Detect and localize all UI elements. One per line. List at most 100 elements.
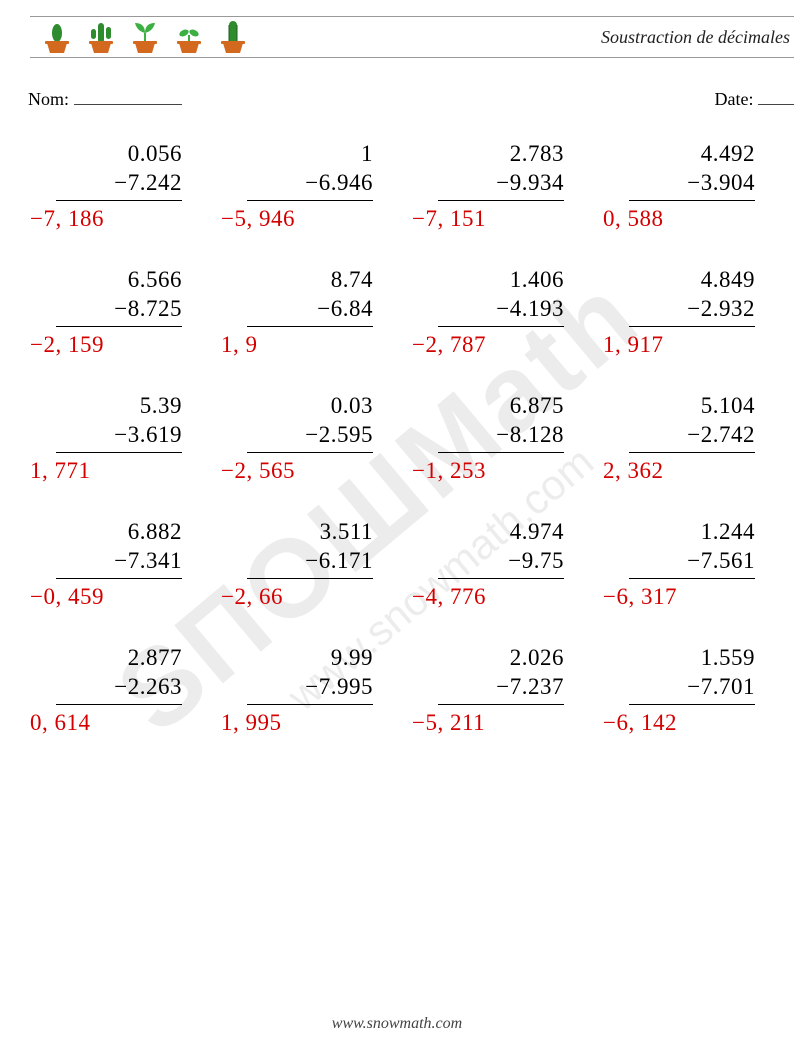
subtrahend: −8.725 <box>56 295 182 324</box>
answer: −7, 186 <box>30 205 200 233</box>
subtrahend: −2.263 <box>56 673 182 702</box>
problem-rule <box>438 704 564 705</box>
answer: −4, 776 <box>412 583 582 611</box>
problem: 1 −6.946 −5, 946 <box>221 140 391 232</box>
problem-rule <box>56 452 182 453</box>
minuend: 2.783 <box>438 140 564 169</box>
problem-rule <box>247 578 373 579</box>
subtrahend: −7.242 <box>56 169 182 198</box>
sprout-pot-icon <box>172 19 206 55</box>
problem: 5.104 −2.742 2, 362 <box>603 392 773 484</box>
subtrahend: −7.237 <box>438 673 564 702</box>
answer: −2, 787 <box>412 331 582 359</box>
problem: 2.877 −2.263 0, 614 <box>30 644 200 736</box>
problem: 1.406 −4.193 −2, 787 <box>412 266 582 358</box>
cactus-arms-pot-icon <box>84 19 118 55</box>
minuend: 0.056 <box>56 140 182 169</box>
answer: −0, 459 <box>30 583 200 611</box>
subtrahend: −7.561 <box>629 547 755 576</box>
minuend: 5.39 <box>56 392 182 421</box>
answer: 1, 917 <box>603 331 773 359</box>
name-field: Nom: <box>28 86 182 110</box>
tall-cactus-pot-icon <box>216 19 250 55</box>
problem: 9.99 −7.995 1, 995 <box>221 644 391 736</box>
minuend: 1.406 <box>438 266 564 295</box>
minuend: 1.244 <box>629 518 755 547</box>
answer: −5, 946 <box>221 205 391 233</box>
problem: 8.74 −6.84 1, 9 <box>221 266 391 358</box>
answer: −6, 317 <box>603 583 773 611</box>
problem-rule <box>56 578 182 579</box>
problem: 4.849 −2.932 1, 917 <box>603 266 773 358</box>
name-date-row: Nom: Date: <box>28 86 794 110</box>
answer: 1, 995 <box>221 709 391 737</box>
problem-rule <box>629 452 755 453</box>
footer: www.snowmath.com <box>0 1015 794 1033</box>
subtrahend: −9.934 <box>438 169 564 198</box>
subtrahend: −9.75 <box>438 547 564 576</box>
answer: −5, 211 <box>412 709 582 737</box>
problem-rule <box>56 200 182 201</box>
problem-rule <box>247 200 373 201</box>
problem-rule <box>56 326 182 327</box>
subtrahend: −3.904 <box>629 169 755 198</box>
subtrahend: −6.84 <box>247 295 373 324</box>
minuend: 0.03 <box>247 392 373 421</box>
answer: −2, 66 <box>221 583 391 611</box>
problem: 6.566 −8.725 −2, 159 <box>30 266 200 358</box>
problem-rule <box>629 200 755 201</box>
problem: 1.244 −7.561 −6, 317 <box>603 518 773 610</box>
minuend: 1 <box>247 140 373 169</box>
problem-rule <box>629 326 755 327</box>
subtrahend: −6.946 <box>247 169 373 198</box>
problem: 2.026 −7.237 −5, 211 <box>412 644 582 736</box>
subtrahend: −7.341 <box>56 547 182 576</box>
problem-rule <box>438 200 564 201</box>
problem: 6.875 −8.128 −1, 253 <box>412 392 582 484</box>
date-field: Date: <box>715 86 794 110</box>
answer: 0, 588 <box>603 205 773 233</box>
problems-grid: 0.056 −7.242 −7, 186 1 −6.946 −5, 946 2.… <box>30 140 790 736</box>
problem-rule <box>247 704 373 705</box>
date-blank[interactable] <box>758 86 794 105</box>
seedling-pot-icon <box>128 19 162 55</box>
minuend: 5.104 <box>629 392 755 421</box>
minuend: 2.877 <box>56 644 182 673</box>
name-blank[interactable] <box>74 86 182 105</box>
answer: −1, 253 <box>412 457 582 485</box>
problem-rule <box>56 704 182 705</box>
problem: 1.559 −7.701 −6, 142 <box>603 644 773 736</box>
problem-rule <box>438 326 564 327</box>
problem: 2.783 −9.934 −7, 151 <box>412 140 582 232</box>
answer: 2, 362 <box>603 457 773 485</box>
problem: 6.882 −7.341 −0, 459 <box>30 518 200 610</box>
problem-rule <box>629 704 755 705</box>
minuend: 4.849 <box>629 266 755 295</box>
problem: 3.511 −6.171 −2, 66 <box>221 518 391 610</box>
answer: 1, 9 <box>221 331 391 359</box>
problem-rule <box>247 326 373 327</box>
problem: 5.39 −3.619 1, 771 <box>30 392 200 484</box>
date-label: Date: <box>715 89 754 109</box>
subtrahend: −8.128 <box>438 421 564 450</box>
subtrahend: −2.932 <box>629 295 755 324</box>
problem: 0.03 −2.595 −2, 565 <box>221 392 391 484</box>
problem-rule <box>438 578 564 579</box>
problem-rule <box>629 578 755 579</box>
worksheet-page: SΠOШMath www.snowmath.com Soustraction d… <box>0 0 794 1053</box>
worksheet-title: Soustraction de décimales <box>601 27 790 48</box>
footer-text: www.snowmath.com <box>332 1015 462 1032</box>
answer: −6, 142 <box>603 709 773 737</box>
subtrahend: −7.995 <box>247 673 373 702</box>
minuend: 4.492 <box>629 140 755 169</box>
name-label: Nom: <box>28 89 69 109</box>
minuend: 9.99 <box>247 644 373 673</box>
problem: 4.492 −3.904 0, 588 <box>603 140 773 232</box>
problem-rule <box>247 452 373 453</box>
minuend: 6.566 <box>56 266 182 295</box>
plant-icons <box>40 19 250 55</box>
subtrahend: −2.595 <box>247 421 373 450</box>
subtrahend: −6.171 <box>247 547 373 576</box>
minuend: 3.511 <box>247 518 373 547</box>
minuend: 4.974 <box>438 518 564 547</box>
